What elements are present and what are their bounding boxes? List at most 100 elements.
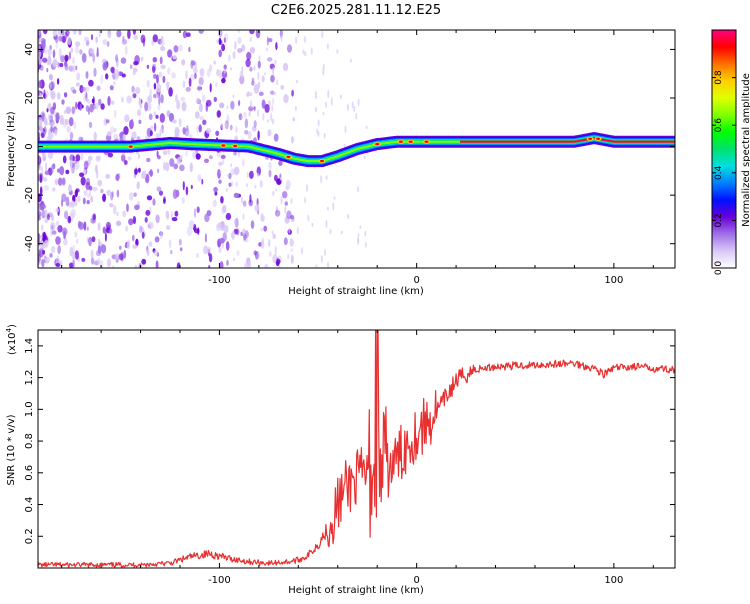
spectrogram-noise-cell bbox=[63, 238, 68, 246]
spectrogram-noise-cell bbox=[219, 261, 224, 268]
spectrogram-noise-cell bbox=[44, 90, 49, 99]
x-tick-label: 100 bbox=[604, 575, 623, 586]
spectrogram-noise-cell bbox=[220, 154, 226, 159]
spectrogram-noise-cell bbox=[75, 82, 80, 87]
spectrogram-noise-cell bbox=[46, 68, 49, 73]
spectrogram-noise-cell bbox=[158, 190, 164, 196]
spectrogram-noise-cell bbox=[156, 150, 159, 158]
spectrogram-noise-cell bbox=[315, 264, 318, 268]
spectrogram-noise-cell bbox=[363, 155, 366, 160]
spectrogram-noise-cell bbox=[260, 228, 263, 232]
spectrogram-noise-cell bbox=[81, 53, 87, 63]
spectrogram-noise-cell bbox=[257, 71, 260, 81]
spectrogram-noise-cell bbox=[144, 101, 149, 112]
spectrogram-noise-cell bbox=[116, 211, 119, 217]
spectrogram-noise-cell bbox=[263, 225, 268, 232]
spectrogram-noise-cell bbox=[98, 30, 101, 38]
spectrogram-noise-cell bbox=[162, 75, 166, 84]
spectrogram-noise-cell bbox=[65, 169, 70, 175]
spectrogram-noise-cell bbox=[134, 168, 138, 175]
spectrogram-noise-cell bbox=[126, 203, 129, 212]
spectrogram-noise-cell bbox=[72, 89, 77, 94]
spectrogram-noise-cell bbox=[106, 131, 112, 137]
spectrogram-noise-cell bbox=[112, 204, 117, 215]
spectrogram-noise-cell bbox=[257, 130, 260, 141]
spectrogram-noise-cell bbox=[219, 221, 226, 232]
spectrogram-noise-cell bbox=[148, 113, 153, 121]
spectrogram-noise-cell bbox=[218, 179, 222, 184]
x-tick-label: -100 bbox=[208, 575, 231, 586]
spectrogram-noise-cell bbox=[241, 115, 244, 120]
spectrogram-noise-cell bbox=[54, 129, 58, 136]
spectrogram-noise-cell bbox=[167, 49, 173, 58]
spectrogram-noise-cell bbox=[105, 119, 110, 124]
spectrogram-noise-cell bbox=[215, 130, 220, 136]
spectrogram-noise-cell bbox=[61, 99, 65, 105]
spectrogram-noise-cell bbox=[326, 43, 329, 50]
spectrogram-noise-cell bbox=[221, 122, 224, 130]
spectrogram-noise-cell bbox=[257, 109, 259, 118]
spectrogram-noise-cell bbox=[272, 233, 276, 240]
spectrogram-noise-cell bbox=[241, 196, 243, 204]
spectrogram-noise-cell bbox=[270, 90, 275, 95]
spectrogram-hotspot bbox=[424, 140, 429, 143]
spectrogram-noise-cell bbox=[97, 257, 101, 266]
spectrogram-noise-cell bbox=[171, 119, 177, 124]
spectrogram-noise-cell bbox=[50, 90, 56, 100]
spectrogram-noise-cell bbox=[72, 64, 77, 73]
spectrogram-noise-cell bbox=[89, 103, 94, 113]
spectrogram-noise-cell bbox=[55, 112, 60, 122]
spectrogram-noise-cell bbox=[57, 62, 60, 68]
spectrogram-noise-cell bbox=[285, 179, 291, 190]
spectrogram-noise-cell bbox=[286, 210, 292, 220]
spectrogram-noise-cell bbox=[134, 55, 140, 65]
spectrogram-noise-cell bbox=[149, 169, 153, 177]
spectrogram-noise-cell bbox=[178, 118, 182, 127]
spectrogram-noise-cell bbox=[125, 225, 129, 232]
spectrogram-noise-cell bbox=[249, 170, 254, 179]
spectrogram-noise-cell bbox=[173, 45, 179, 53]
spectrogram-noise-cell bbox=[264, 72, 267, 76]
spectrogram-noise-cell bbox=[295, 36, 298, 45]
spectrogram-noise-cell bbox=[48, 115, 52, 121]
spectrogram-noise-cell bbox=[156, 83, 162, 93]
spectrogram-noise-cell bbox=[185, 86, 191, 92]
y-tick-label: 1.4 bbox=[24, 338, 35, 354]
spectrogram-noise-cell bbox=[186, 125, 189, 132]
spectrogram-noise-cell bbox=[134, 204, 140, 211]
spectrogram-noise-cell bbox=[48, 74, 54, 81]
chart-title: C2E6.2025.281.11.12.E25 bbox=[271, 3, 441, 18]
spectrogram-noise-cell bbox=[52, 58, 58, 68]
spectrogram-noise-cell bbox=[107, 96, 111, 106]
spectrogram-noise-cell bbox=[301, 247, 303, 255]
spectrogram-noise-cell bbox=[126, 95, 132, 104]
spectrogram-noise-cell bbox=[106, 258, 112, 268]
spectrogram-panel: -100 0 100 -40 -20 0 20 40 Height of straight … bbox=[6, 29, 676, 297]
spectrogram-noise-cell bbox=[218, 49, 222, 58]
spectrogram-noise-cell bbox=[194, 72, 197, 80]
spectrogram-noise-cell bbox=[355, 112, 358, 120]
spectrogram-y-ticks: -40 -20 0 20 40 bbox=[24, 43, 675, 252]
spectrogram-noise-cell bbox=[182, 80, 186, 89]
spectrogram-noise-cell bbox=[158, 71, 163, 78]
spectrogram-noise-cell bbox=[76, 238, 79, 245]
spectrogram-noise-cell bbox=[62, 227, 68, 236]
spectrogram-noise-cell bbox=[251, 80, 255, 86]
spectrogram-noise-cell bbox=[102, 193, 107, 202]
spectrogram-noise-cell bbox=[132, 216, 137, 225]
spectrogram-noise-cell bbox=[110, 66, 115, 74]
spectrogram-noise-cell bbox=[128, 218, 134, 226]
spectrogram-noise-cell bbox=[74, 45, 80, 54]
y-tick-label: 20 bbox=[24, 92, 35, 105]
spectrogram-noise-cell bbox=[77, 195, 81, 203]
spectrogram-noise-cell bbox=[161, 124, 164, 134]
spectrogram-noise-cell bbox=[152, 198, 156, 206]
spectrogram-noise-cell bbox=[276, 259, 281, 264]
spectrogram-noise-cell bbox=[167, 148, 171, 155]
spectrogram-noise-cell bbox=[116, 189, 120, 198]
spectrogram-noise-cell bbox=[249, 30, 255, 35]
spectrogram-noise-cell bbox=[275, 188, 278, 192]
spectrogram-noise-cell bbox=[290, 248, 294, 253]
spectrogram-noise-cell bbox=[209, 155, 213, 160]
spectrogram-noise-cell bbox=[235, 126, 238, 134]
